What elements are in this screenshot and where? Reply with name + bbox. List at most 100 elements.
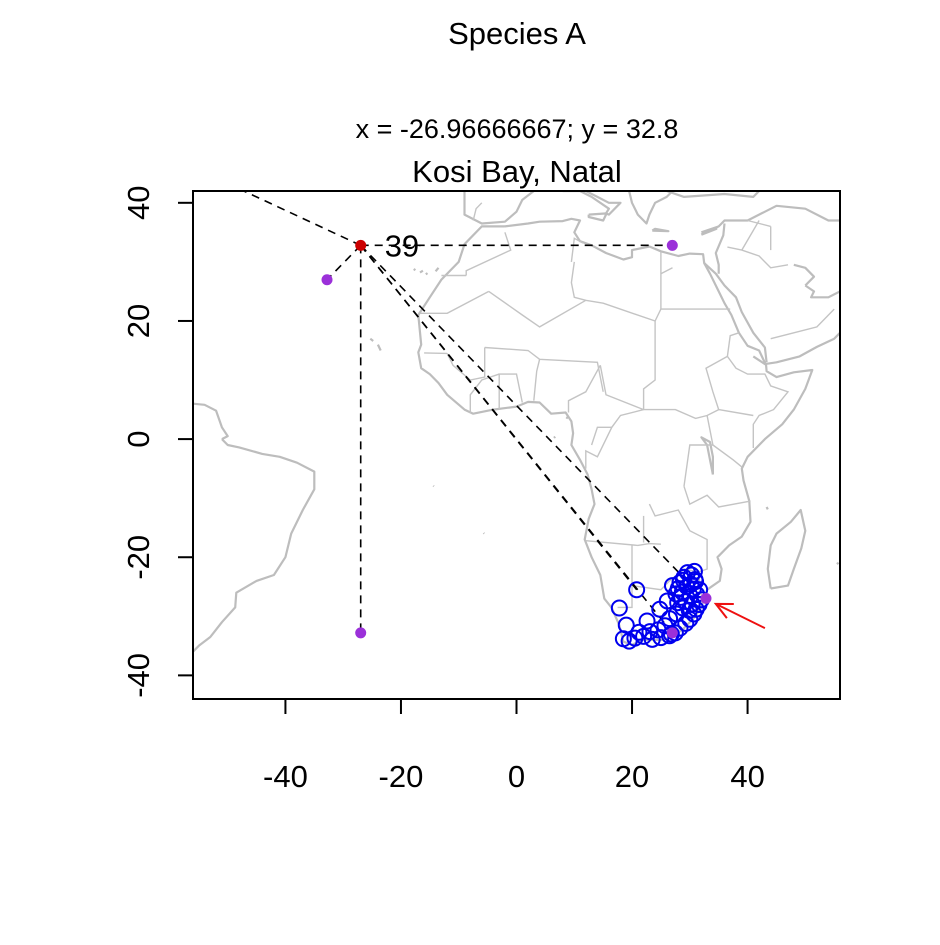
- island: [369, 337, 374, 342]
- occurrence-marker: [651, 600, 669, 618]
- country-border: [654, 308, 662, 322]
- country-border: [617, 545, 633, 609]
- figure-title: Species A: [448, 16, 586, 51]
- occurrence-marker: [669, 594, 687, 612]
- candidate-point: [321, 274, 333, 286]
- occurrence-marker: [691, 581, 709, 599]
- candidate-point: [666, 627, 678, 639]
- x-tick-label: -40: [263, 759, 308, 794]
- connector-line: [360, 244, 638, 591]
- coastline: [193, 438, 316, 653]
- country-border: [465, 232, 512, 276]
- y-tick-label: 40: [121, 186, 156, 220]
- island: [425, 272, 429, 276]
- coastline: [793, 263, 816, 287]
- plot-area: [193, 191, 850, 653]
- island: [413, 268, 417, 272]
- island: [376, 344, 382, 351]
- occurrence-marker: [685, 562, 703, 580]
- country-borders-layer: [418, 191, 835, 609]
- island: [482, 532, 485, 535]
- island: [565, 416, 569, 420]
- country-border: [726, 332, 740, 357]
- country-border: [770, 308, 835, 340]
- island: [849, 558, 850, 559]
- occurrence-marker: [674, 571, 692, 589]
- country-border: [642, 350, 656, 410]
- island: [765, 506, 769, 510]
- y-tick-label: 0: [121, 430, 156, 447]
- country-border: [424, 352, 448, 355]
- country-border: [718, 408, 754, 417]
- candidate-point: [700, 592, 712, 604]
- candidate-points: [321, 239, 712, 639]
- country-border: [488, 290, 656, 351]
- country-border: [570, 237, 584, 262]
- selected-point: [355, 239, 367, 251]
- x-axis: -40 -20 0 20 40: [263, 698, 765, 794]
- occurrence-marker: [630, 623, 648, 641]
- coastline: [463, 191, 535, 225]
- coastline: [766, 508, 807, 590]
- country-border: [747, 219, 771, 228]
- connector-line: [360, 244, 697, 591]
- occurrence-marker: [610, 599, 628, 617]
- x-tick-label: 0: [508, 759, 525, 794]
- country-border: [599, 355, 728, 420]
- coastline: [701, 204, 840, 234]
- coordinates-text: x = -26.96666667; y = 32.8: [356, 114, 679, 144]
- locality-arrow: [713, 602, 766, 630]
- occurrence-marker: [663, 577, 681, 595]
- country-border: [472, 202, 483, 221]
- island: [553, 435, 556, 439]
- country-border: [446, 347, 486, 381]
- connector-lines: [241, 191, 697, 634]
- occurrence-marker: [628, 581, 646, 599]
- coastline: [752, 332, 840, 366]
- x-tick-label: -20: [379, 759, 424, 794]
- coastline: [628, 191, 674, 225]
- country-border: [570, 261, 586, 301]
- y-tick-label: 20: [121, 304, 156, 338]
- country-border: [726, 355, 790, 448]
- coastline: [666, 191, 760, 198]
- connector-line: [241, 191, 362, 247]
- coastline: [804, 284, 840, 299]
- country-border: [418, 290, 490, 314]
- coastline: [587, 212, 608, 222]
- coastline: [714, 223, 726, 274]
- y-tick-label: -20: [121, 535, 156, 580]
- arrow-shaft: [715, 603, 766, 630]
- occurrence-marker: [643, 630, 661, 648]
- coastline-layer: [193, 191, 850, 653]
- country-border: [567, 364, 601, 413]
- connector-line: [326, 244, 362, 281]
- x-tick-label: 40: [730, 759, 764, 794]
- country-border: [660, 267, 673, 275]
- country-border: [533, 359, 541, 401]
- y-axis: -40 -20 0 20 40: [121, 186, 194, 698]
- country-border: [585, 408, 644, 469]
- occurrence-marker: [662, 625, 680, 643]
- locality-name: Kosi Bay, Natal: [412, 154, 622, 189]
- country-border: [741, 220, 760, 251]
- island: [419, 269, 424, 274]
- y-tick-label: -40: [121, 653, 156, 698]
- coastline: [651, 227, 670, 233]
- country-border: [585, 540, 661, 547]
- country-border: [683, 415, 714, 487]
- country-border: [484, 346, 604, 392]
- country-border: [683, 486, 751, 508]
- country-border: [712, 444, 743, 468]
- coastline: [193, 402, 229, 441]
- point-label: 39: [385, 228, 419, 263]
- country-border: [648, 503, 708, 573]
- occurrence-marker: [641, 623, 659, 641]
- occurrence-marker: [638, 612, 656, 630]
- country-border: [469, 373, 500, 414]
- candidate-point: [666, 239, 678, 251]
- coastline: [703, 262, 768, 363]
- plot-frame: [192, 190, 841, 700]
